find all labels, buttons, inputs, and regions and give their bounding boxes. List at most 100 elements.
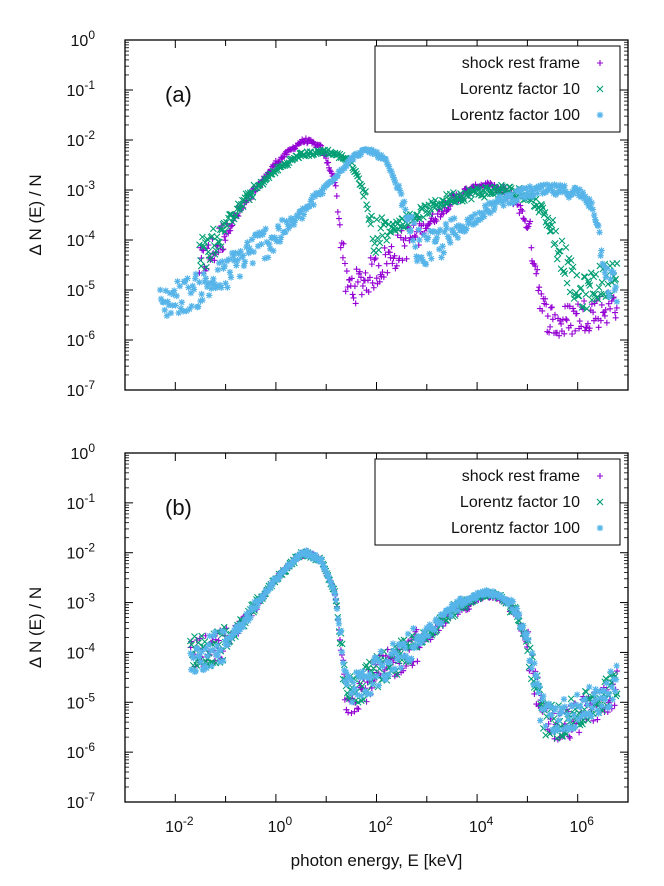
data-point — [318, 556, 325, 563]
data-point — [262, 225, 269, 233]
data-point — [404, 630, 412, 638]
data-point — [189, 282, 196, 290]
data-point — [478, 214, 485, 221]
data-point — [251, 598, 258, 606]
data-point — [599, 687, 606, 694]
data-point — [558, 189, 566, 196]
data-point — [310, 201, 317, 209]
data-point — [593, 293, 601, 301]
y-tick-label: 10-7 — [67, 790, 96, 812]
data-point — [607, 305, 614, 312]
data-point — [197, 256, 204, 264]
data-point — [247, 247, 254, 255]
data-point — [556, 181, 564, 189]
data-point — [591, 690, 598, 697]
data-point — [431, 627, 438, 634]
data-point — [382, 155, 390, 163]
data-point — [254, 602, 261, 609]
data-point — [204, 248, 212, 256]
data-point — [565, 716, 573, 723]
data-point — [479, 209, 487, 217]
data-point — [452, 601, 460, 608]
data-point — [209, 646, 216, 654]
data-point — [526, 644, 534, 652]
data-point — [183, 307, 190, 315]
data-point — [352, 300, 359, 307]
data-point — [446, 607, 454, 614]
y-tick-label: 10-5 — [67, 278, 96, 300]
data-point — [556, 317, 563, 324]
data-point — [202, 263, 210, 271]
data-point — [537, 200, 545, 208]
data-point — [388, 243, 395, 250]
data-point — [341, 260, 348, 267]
data-point — [394, 655, 401, 663]
data-point — [367, 690, 374, 698]
data-point — [438, 254, 445, 261]
data-point — [612, 309, 619, 316]
data-point — [222, 280, 229, 287]
data-point — [597, 317, 604, 324]
data-point — [382, 676, 390, 683]
data-point — [347, 676, 354, 683]
data-point — [379, 663, 386, 670]
data-point — [194, 645, 201, 653]
data-point — [383, 159, 391, 167]
legend-box — [374, 458, 621, 546]
data-point — [351, 708, 358, 715]
data-point — [461, 197, 468, 204]
data-point — [525, 193, 532, 200]
data-point — [473, 594, 480, 601]
data-point — [376, 658, 383, 666]
data-point — [583, 324, 590, 331]
data-point — [595, 324, 602, 331]
data-point — [514, 613, 522, 621]
data-point — [611, 702, 618, 709]
data-point — [528, 664, 535, 672]
data-point — [226, 269, 234, 276]
data-point — [574, 716, 582, 723]
data-point — [213, 283, 221, 291]
data-point — [285, 560, 293, 568]
data-point — [611, 688, 619, 695]
data-point — [365, 675, 372, 682]
data-point — [612, 275, 620, 283]
legend-marker — [596, 85, 604, 93]
data-point — [350, 294, 357, 301]
data-point — [337, 627, 345, 635]
data-point — [607, 275, 614, 283]
data-point — [381, 244, 388, 251]
data-point — [285, 225, 292, 232]
data-point — [354, 691, 361, 699]
data-point — [525, 223, 532, 230]
data-point — [558, 732, 566, 740]
data-point — [579, 697, 587, 704]
data-point — [499, 199, 506, 206]
data-point — [387, 650, 395, 658]
data-point — [567, 257, 575, 264]
data-point — [308, 196, 315, 203]
data-point — [443, 225, 450, 232]
data-point — [528, 650, 536, 657]
data-point — [525, 636, 532, 643]
data-point — [519, 624, 526, 632]
data-point — [267, 245, 274, 253]
data-point — [188, 641, 195, 649]
data-point — [246, 608, 253, 615]
data-point — [534, 266, 541, 273]
data-point — [326, 167, 333, 174]
data-point — [405, 214, 412, 221]
data-point — [264, 254, 272, 261]
data-point — [164, 298, 171, 305]
data-point — [209, 279, 216, 287]
data-point — [380, 672, 387, 679]
data-point — [452, 231, 459, 238]
data-point — [567, 695, 575, 703]
data-point — [542, 722, 549, 730]
y-tick-label: 10-2 — [67, 541, 96, 563]
data-point — [606, 703, 613, 710]
data-point — [589, 206, 597, 213]
data-point — [555, 717, 562, 724]
data-point — [601, 312, 608, 319]
data-point — [229, 630, 237, 638]
